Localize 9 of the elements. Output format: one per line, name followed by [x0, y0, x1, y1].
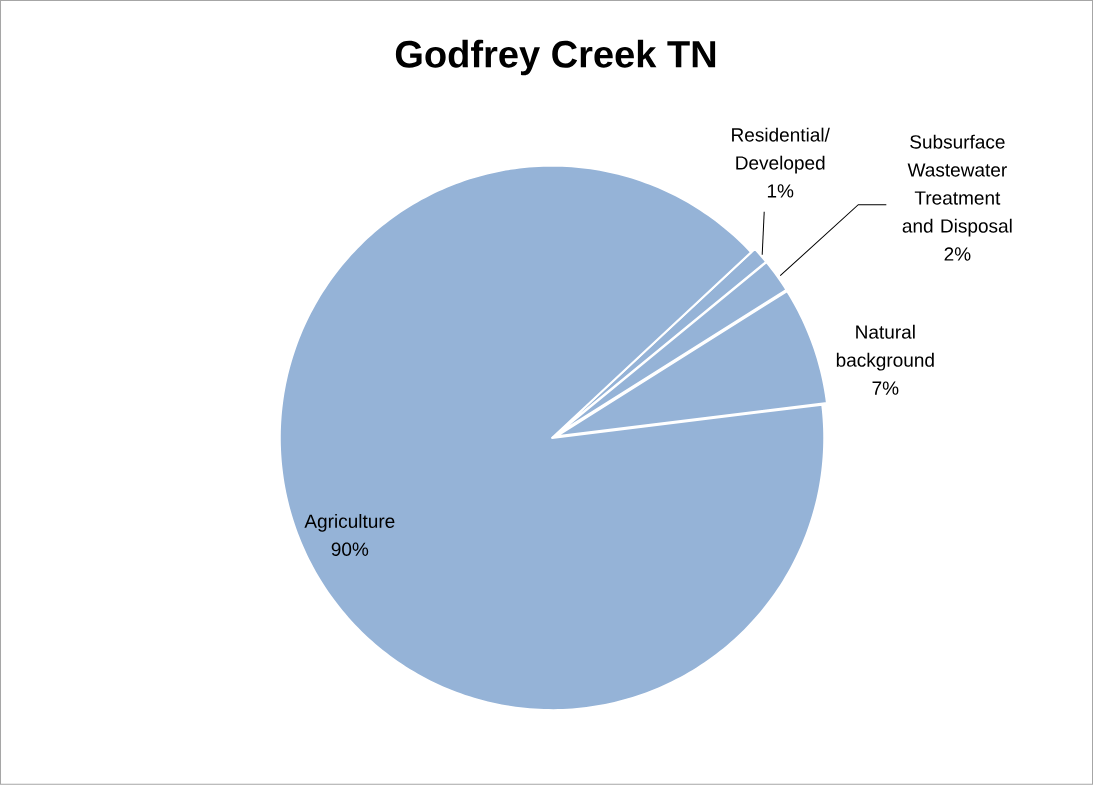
slice-label: Residential/ Developed [732, 127, 830, 174]
data-label: 1% [767, 184, 794, 198]
chart-title: Godfrey Creek TN [395, 39, 716, 76]
slice-label: Natural background [836, 324, 934, 371]
data-label: 90% [331, 542, 369, 557]
data-label: 2% [944, 247, 971, 261]
slice-label: Agriculture [304, 514, 395, 532]
slice-label: Subsurface Wastewater Treatment and Disposal [902, 134, 1012, 237]
data-label: 7% [872, 381, 899, 395]
